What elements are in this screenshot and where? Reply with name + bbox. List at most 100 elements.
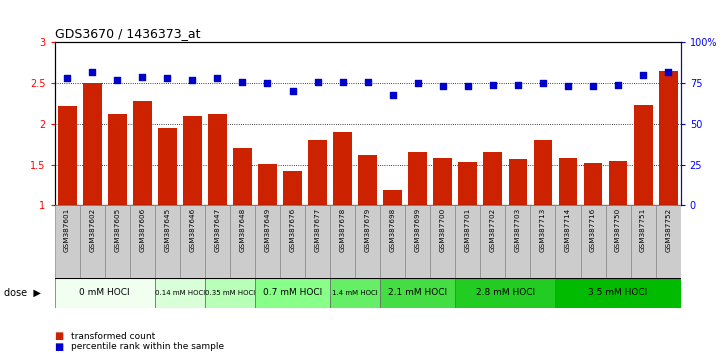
Bar bbox=[230, 205, 255, 278]
Text: GSM387676: GSM387676 bbox=[290, 207, 296, 252]
Point bbox=[512, 82, 523, 88]
Text: GSM387602: GSM387602 bbox=[89, 207, 95, 252]
Bar bbox=[609, 161, 628, 205]
Text: GSM387649: GSM387649 bbox=[264, 207, 271, 252]
Bar bbox=[258, 164, 277, 205]
Bar bbox=[255, 278, 330, 308]
Point bbox=[261, 80, 273, 86]
Text: GSM387751: GSM387751 bbox=[640, 207, 646, 252]
Bar bbox=[330, 278, 380, 308]
Text: GSM387713: GSM387713 bbox=[540, 207, 546, 252]
Text: GDS3670 / 1436373_at: GDS3670 / 1436373_at bbox=[55, 27, 200, 40]
Text: GSM387700: GSM387700 bbox=[440, 207, 446, 252]
Bar bbox=[308, 140, 327, 205]
Bar bbox=[355, 205, 380, 278]
Bar bbox=[455, 205, 480, 278]
Bar bbox=[455, 278, 555, 308]
Point bbox=[111, 77, 123, 83]
Point bbox=[237, 79, 248, 84]
Bar bbox=[408, 152, 427, 205]
Point bbox=[662, 69, 674, 75]
Bar bbox=[480, 205, 505, 278]
Bar bbox=[180, 205, 205, 278]
Bar bbox=[630, 205, 656, 278]
Text: GSM387702: GSM387702 bbox=[490, 207, 496, 252]
Bar bbox=[83, 83, 102, 205]
Point bbox=[186, 77, 198, 83]
Bar bbox=[483, 152, 502, 205]
Bar bbox=[280, 205, 305, 278]
Point bbox=[587, 84, 599, 89]
Bar bbox=[133, 101, 151, 205]
Text: GSM387703: GSM387703 bbox=[515, 207, 521, 252]
Bar bbox=[555, 205, 580, 278]
Point bbox=[562, 84, 574, 89]
Text: ■: ■ bbox=[55, 342, 64, 352]
Bar bbox=[155, 205, 180, 278]
Bar bbox=[283, 171, 302, 205]
Bar bbox=[584, 163, 603, 205]
Bar bbox=[430, 205, 455, 278]
Bar bbox=[634, 105, 652, 205]
Point bbox=[487, 82, 499, 88]
Point bbox=[287, 88, 298, 94]
Bar bbox=[130, 205, 155, 278]
Text: transformed count: transformed count bbox=[71, 332, 155, 341]
Bar bbox=[79, 205, 105, 278]
Bar bbox=[580, 205, 606, 278]
Bar bbox=[205, 278, 255, 308]
Bar bbox=[659, 71, 678, 205]
Text: 3.5 mM HOCl: 3.5 mM HOCl bbox=[588, 289, 648, 297]
Text: GSM387601: GSM387601 bbox=[64, 207, 70, 252]
Bar bbox=[380, 278, 455, 308]
Point bbox=[312, 79, 323, 84]
Text: GSM387701: GSM387701 bbox=[464, 207, 471, 252]
Text: 0.7 mM HOCl: 0.7 mM HOCl bbox=[263, 289, 322, 297]
Bar bbox=[255, 205, 280, 278]
Text: GSM387677: GSM387677 bbox=[314, 207, 320, 252]
Bar bbox=[380, 205, 405, 278]
Bar bbox=[433, 158, 452, 205]
Text: GSM387750: GSM387750 bbox=[615, 207, 621, 252]
Point bbox=[612, 82, 624, 88]
Bar bbox=[108, 114, 127, 205]
Text: 2.1 mM HOCl: 2.1 mM HOCl bbox=[388, 289, 447, 297]
Bar bbox=[358, 155, 377, 205]
Point bbox=[637, 72, 649, 78]
Text: GSM387698: GSM387698 bbox=[389, 207, 396, 252]
Text: 0 mM HOCl: 0 mM HOCl bbox=[79, 289, 130, 297]
Text: 2.8 mM HOCl: 2.8 mM HOCl bbox=[476, 289, 535, 297]
Bar bbox=[330, 205, 355, 278]
Bar bbox=[55, 278, 155, 308]
Point bbox=[387, 92, 398, 97]
Bar bbox=[534, 140, 553, 205]
Point bbox=[412, 80, 424, 86]
Point bbox=[212, 75, 223, 81]
Bar bbox=[58, 106, 76, 205]
Text: GSM387678: GSM387678 bbox=[339, 207, 346, 252]
Text: GSM387606: GSM387606 bbox=[139, 207, 146, 252]
Bar bbox=[158, 128, 177, 205]
Text: 0.14 mM HOCl: 0.14 mM HOCl bbox=[154, 290, 205, 296]
Point bbox=[462, 84, 474, 89]
Point bbox=[162, 75, 173, 81]
Text: percentile rank within the sample: percentile rank within the sample bbox=[71, 342, 223, 352]
Bar bbox=[459, 162, 478, 205]
Text: GSM387646: GSM387646 bbox=[189, 207, 195, 252]
Text: GSM387752: GSM387752 bbox=[665, 207, 671, 252]
Bar bbox=[155, 278, 205, 308]
Bar bbox=[233, 148, 252, 205]
Text: GSM387679: GSM387679 bbox=[365, 207, 371, 252]
Bar bbox=[183, 116, 202, 205]
Bar bbox=[305, 205, 330, 278]
Text: GSM387699: GSM387699 bbox=[415, 207, 421, 252]
Point bbox=[87, 69, 98, 75]
Bar bbox=[384, 190, 402, 205]
Bar bbox=[509, 159, 527, 205]
Bar bbox=[555, 278, 681, 308]
Point bbox=[437, 84, 448, 89]
Bar bbox=[208, 114, 227, 205]
Text: 1.4 mM HOCl: 1.4 mM HOCl bbox=[332, 290, 378, 296]
Point bbox=[61, 75, 73, 81]
Bar bbox=[333, 132, 352, 205]
